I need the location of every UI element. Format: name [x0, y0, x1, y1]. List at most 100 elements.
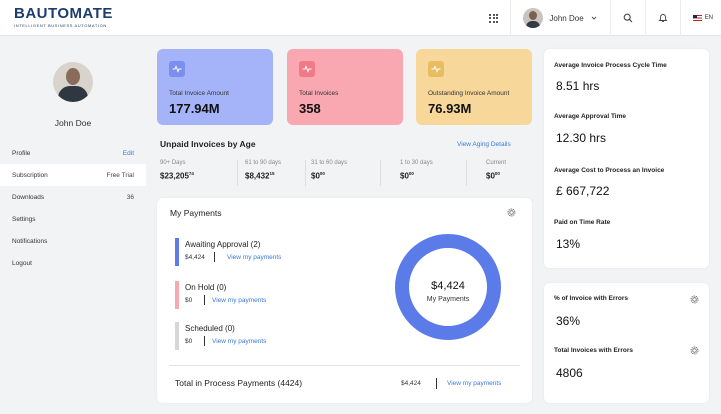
divider	[380, 160, 381, 186]
apps-grid-icon	[489, 13, 499, 23]
search-icon	[623, 13, 633, 23]
brand-logo[interactable]: BAUTOMATE INTELLIGENT BUSINESS AUTOMATIO…	[14, 5, 113, 28]
payment-item-amount: $0	[185, 338, 193, 345]
metric-value: £ 667,722	[556, 184, 610, 198]
kpi-value: 177.94M	[169, 101, 220, 116]
sidebar-menu: Profile Edit Subscription Free Trial Dow…	[0, 142, 146, 274]
sidebar: John Doe Profile Edit Subscription Free …	[0, 36, 146, 414]
sidebar-item-label: Subscription	[12, 171, 48, 179]
divider	[436, 378, 437, 389]
metric-value: 36%	[556, 314, 581, 328]
pulse-icon	[299, 61, 315, 77]
user-menu[interactable]: John Doe	[510, 0, 609, 36]
donut-ring	[395, 234, 501, 340]
age-bucket-current: Current $000	[486, 160, 506, 181]
sidebar-item-logout[interactable]: Logout	[0, 252, 146, 274]
pulse-icon	[169, 61, 185, 77]
process-metrics-card: Average Invoice Process Cycle Time 8.51 …	[544, 49, 709, 268]
payment-item-amount: $0	[185, 297, 193, 304]
age-label: 90+ Days	[160, 160, 186, 166]
language-label: EN	[704, 15, 713, 21]
sidebar-item-label: Profile	[12, 149, 31, 157]
age-label: 1 to 30 days	[400, 160, 433, 166]
gear-icon[interactable]	[507, 208, 516, 217]
metric-label: Total Invoices with Errors	[554, 347, 633, 354]
divider	[305, 160, 306, 186]
metric-value: 8.51 hrs	[556, 79, 600, 93]
payment-item-title: On Hold (0)	[185, 283, 227, 292]
downloads-count: 36	[126, 193, 134, 201]
view-my-payments-link[interactable]: View my payments	[212, 338, 267, 345]
kpi-label: Total Invoices	[299, 90, 339, 97]
sidebar-item-notifications[interactable]: Notifications	[0, 230, 146, 252]
header-user-name: John Doe	[549, 13, 584, 23]
payment-item-title: Awaiting Approval (2)	[185, 240, 261, 249]
subscription-status: Free Trial	[106, 171, 134, 179]
metric-label: Average Approval Time	[554, 113, 627, 120]
sidebar-item-downloads[interactable]: Downloads 36	[0, 186, 146, 208]
sidebar-user-name: John Doe	[54, 118, 92, 128]
divider	[237, 160, 238, 186]
metric-value: 13%	[556, 237, 581, 251]
age-value: $23,20574	[160, 171, 194, 181]
payment-item-amount: $4,424	[185, 254, 205, 261]
brand-name: BAUTOMATE	[14, 5, 113, 22]
my-payments-title: My Payments	[170, 208, 222, 218]
notifications-button[interactable]	[644, 0, 680, 36]
metric-label: Average Cost to Process an Invoice	[554, 167, 665, 174]
flag-us-icon	[692, 15, 702, 21]
metric-label: Paid on Time Rate	[554, 219, 611, 226]
view-my-payments-link[interactable]: View my payments	[227, 254, 282, 261]
total-in-process-amount: $4,424	[401, 380, 421, 387]
header-actions: John Doe EN	[477, 0, 715, 36]
kpi-value: 358	[299, 101, 321, 116]
sidebar-item-label: Settings	[12, 215, 36, 223]
language-selector[interactable]: EN	[679, 0, 715, 36]
donut-label: My Payments	[426, 296, 470, 303]
kpi-card-total-invoices[interactable]: Total Invoices 358	[287, 49, 403, 125]
divider	[169, 365, 520, 366]
apps-grid-button[interactable]	[477, 0, 510, 36]
metric-label: Average Invoice Process Cycle Time	[554, 62, 667, 69]
view-my-payments-link[interactable]: View my payments	[447, 380, 502, 387]
kpi-card-total-invoice-amount[interactable]: Total Invoice Amount 177.94M	[157, 49, 273, 125]
status-bar	[175, 322, 179, 350]
search-button[interactable]	[609, 0, 645, 36]
donut-value: $4,424	[431, 280, 465, 292]
kpi-value: 76.93M	[428, 101, 472, 116]
sidebar-item-settings[interactable]: Settings	[0, 208, 146, 230]
edit-profile-link[interactable]: Edit	[122, 149, 134, 157]
age-bucket-1-30: 1 to 30 days $000	[400, 160, 433, 181]
sidebar-item-profile[interactable]: Profile Edit	[0, 142, 146, 164]
sidebar-item-subscription[interactable]: Subscription Free Trial	[0, 164, 146, 186]
divider	[466, 160, 467, 186]
payment-item-scheduled: Scheduled (0) $0 View my payments	[175, 322, 325, 350]
status-bar	[175, 281, 179, 309]
chevron-down-icon	[591, 16, 597, 20]
divider	[204, 336, 205, 346]
brand-tagline: INTELLIGENT BUSINESS AUTOMATION	[14, 23, 107, 28]
age-label: Current	[486, 160, 507, 166]
status-bar	[175, 238, 179, 266]
view-aging-details-link[interactable]: View Aging Details	[457, 141, 511, 148]
age-value: $000	[486, 171, 500, 181]
sidebar-item-label: Logout	[12, 259, 32, 267]
profile-avatar	[53, 62, 93, 102]
age-value: $000	[400, 171, 414, 181]
metric-label: % of Invoice with Errors	[554, 295, 629, 302]
age-bucket-61-90: 61 to 90 days $8,43215	[245, 160, 281, 181]
divider	[214, 252, 215, 262]
age-label: 61 to 90 days	[245, 160, 282, 166]
kpi-label: Total Invoice Amount	[169, 90, 229, 97]
gear-icon[interactable]	[690, 295, 699, 304]
gear-icon[interactable]	[690, 346, 699, 355]
kpi-card-outstanding-invoice-amount[interactable]: Outstanding Invoice Amount 76.93M	[416, 49, 532, 125]
payment-item-title: Scheduled (0)	[185, 324, 235, 333]
metric-value: 12.30 hrs	[556, 131, 607, 145]
age-bucket-31-60: 31 to 60 days $000	[311, 160, 347, 181]
view-my-payments-link[interactable]: View my payments	[212, 297, 267, 304]
age-value: $8,43215	[245, 171, 275, 181]
payments-donut-chart	[395, 234, 501, 340]
my-payments-card: My Payments Awaiting Approval (2) $4,424…	[157, 198, 532, 403]
sidebar-item-label: Downloads	[12, 193, 45, 201]
